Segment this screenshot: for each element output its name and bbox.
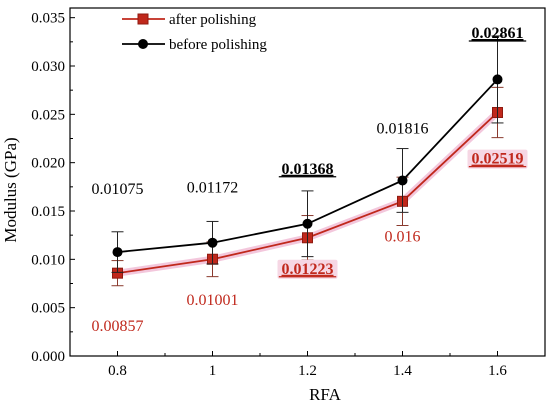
data-label: 0.00857 — [92, 318, 144, 335]
x-tick-label: 0.8 — [108, 363, 127, 379]
y-tick-label: 0.005 — [31, 301, 65, 317]
legend-label: before polishing — [169, 37, 267, 53]
data-label: 0.01172 — [187, 180, 238, 197]
data-point — [397, 175, 408, 186]
y-axis-label: Modulus (GPa) — [1, 137, 20, 242]
data-point — [492, 74, 503, 85]
plot-area: 0.008570.010010.012230.0160.025190.01075… — [92, 25, 528, 335]
y-tick-label: 0.000 — [31, 349, 65, 365]
y-tick-label: 0.015 — [31, 204, 65, 220]
data-label: 0.01075 — [92, 181, 144, 198]
data-label-highlight — [277, 259, 338, 279]
y-tick-label: 0.025 — [31, 107, 65, 123]
x-tick-label: 1.4 — [393, 363, 412, 379]
data-label: 0.01368 — [282, 161, 334, 178]
legend-marker — [137, 13, 149, 25]
legend-label: after polishing — [169, 12, 257, 28]
x-tick-label: 1 — [209, 363, 217, 379]
axes: 0.000 0.005 0.010 0.015 0.020 0.025 0.030 0.035… — [31, 7, 546, 379]
legend-item-after-polishing: after polishing — [122, 12, 257, 28]
series-after-polishing: 0.00857 0.01001 0.01223 0.016 0.02519 — [92, 86, 528, 335]
y-tick-label: 0.035 — [31, 11, 65, 27]
data-point — [207, 237, 218, 248]
y-tick-label: 0.030 — [31, 59, 65, 75]
legend: after polishing before polishing — [122, 12, 267, 53]
data-point — [112, 247, 123, 258]
y-tick-label: 0.020 — [31, 156, 65, 172]
data-label-highlight — [467, 149, 528, 169]
y-tick-label: 0.010 — [31, 252, 65, 268]
data-point — [302, 218, 313, 229]
data-label: 0.02861 — [472, 25, 524, 42]
data-label: 0.01223 — [282, 261, 334, 278]
data-label: 0.01001 — [187, 292, 239, 309]
x-tick-label: 1.6 — [488, 363, 507, 379]
x-tick-label: 1.2 — [298, 363, 317, 379]
legend-item-before-polishing: before polishing — [122, 37, 267, 53]
data-label: 0.01816 — [377, 120, 429, 137]
legend-marker — [138, 39, 148, 49]
series-before-polishing: 0.01075 0.01172 0.01368 0.01816 0.02861 — [92, 25, 527, 273]
data-label: 0.016 — [385, 228, 421, 245]
x-axis-label: RFA — [309, 385, 342, 404]
data-label: 0.02519 — [472, 151, 524, 168]
